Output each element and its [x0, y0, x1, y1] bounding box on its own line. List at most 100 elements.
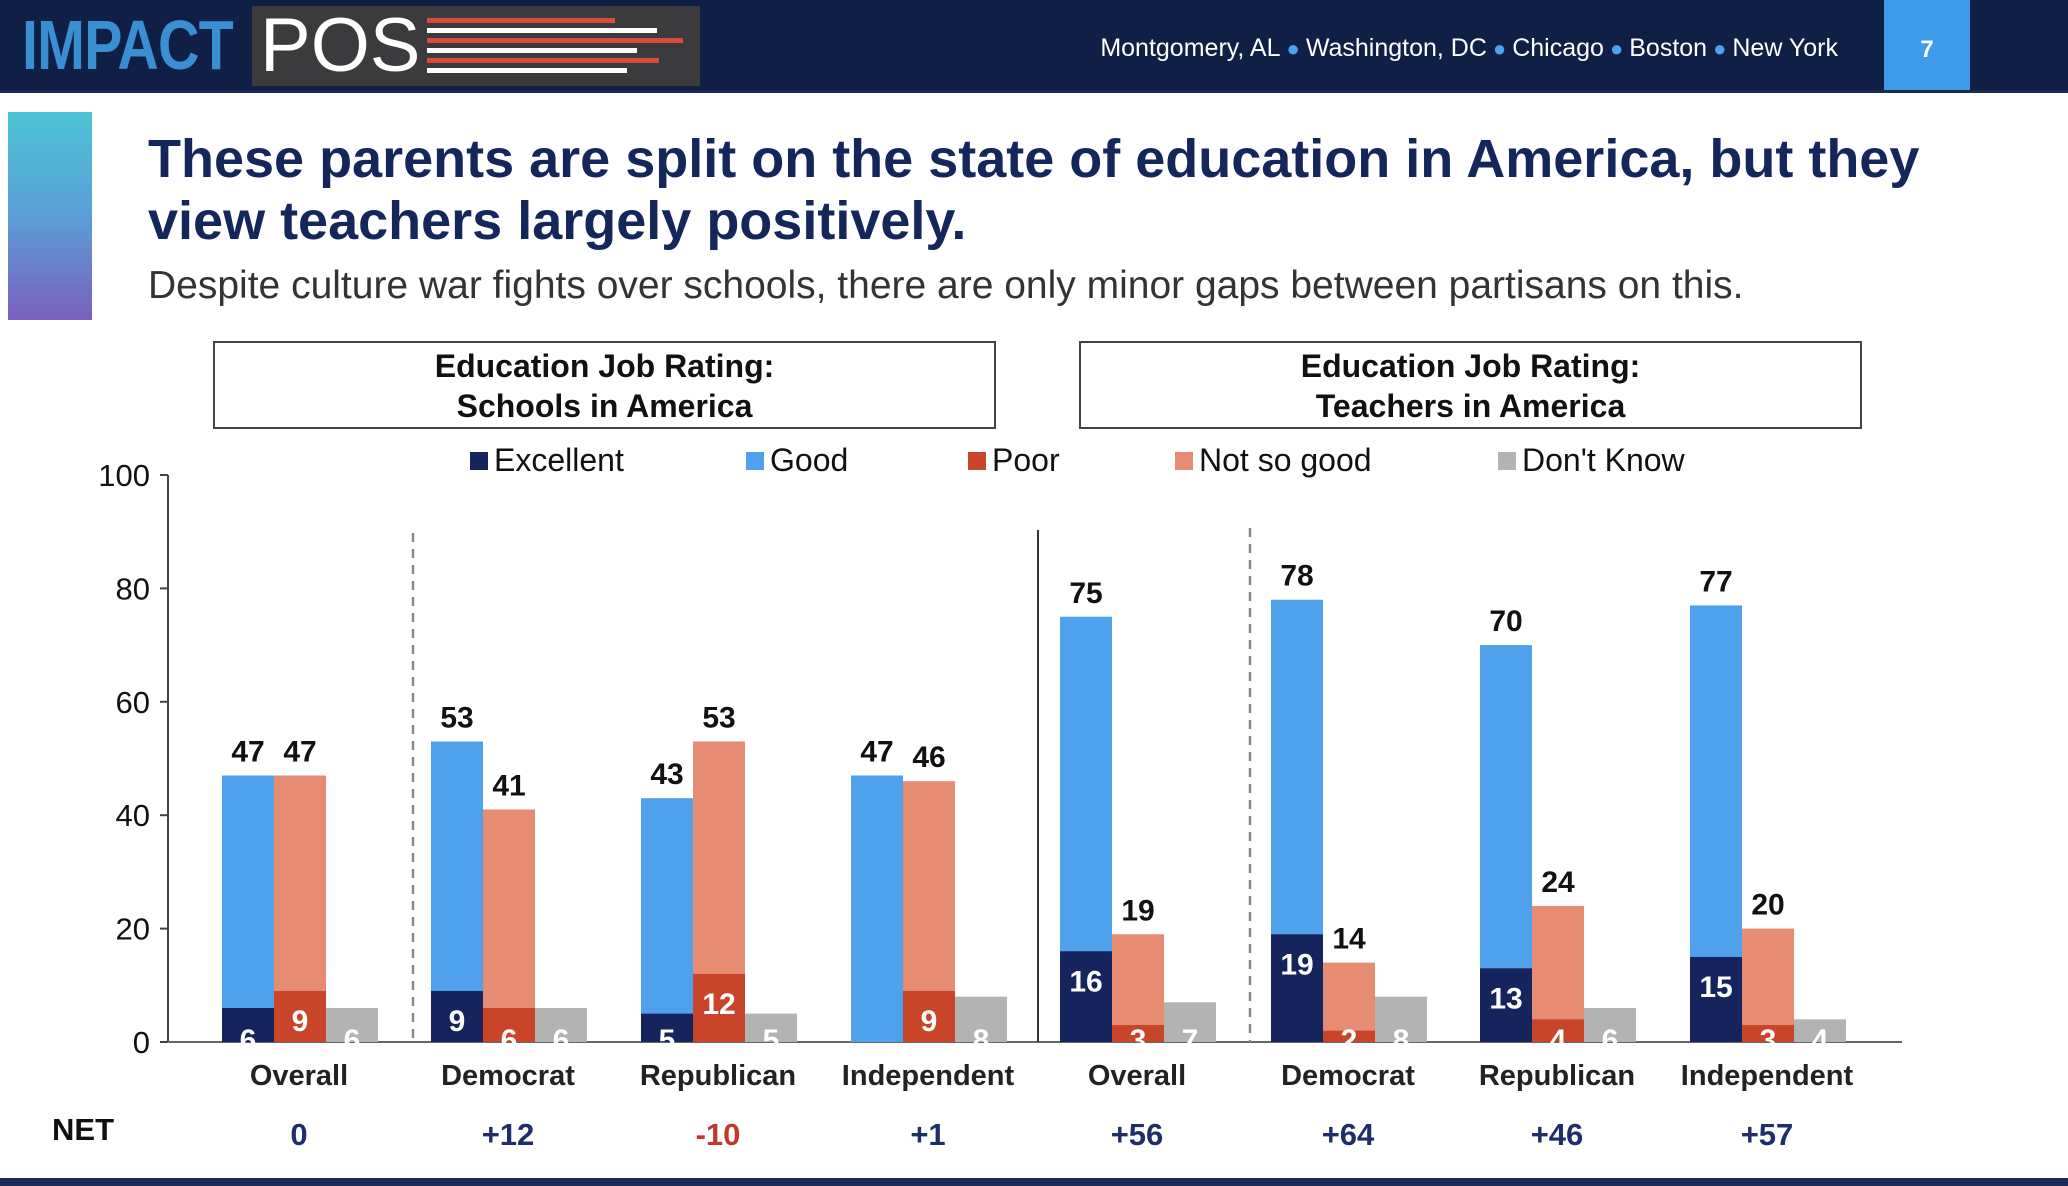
bar-excellent	[431, 990, 483, 1042]
logo-pos: POS	[260, 3, 421, 88]
net-value: +12	[482, 1117, 535, 1152]
panel-header-line: Teachers in America	[1315, 388, 1626, 424]
data-label-good-total: 78	[1280, 560, 1313, 593]
legend-label: Don't Know	[1522, 442, 1685, 478]
data-label-poor: 2	[1341, 1024, 1358, 1057]
data-label-poor: 4	[1550, 1024, 1567, 1057]
panel-header-line: Schools in America	[456, 388, 753, 424]
bar-poor	[483, 1007, 535, 1042]
data-label-good-total: 70	[1489, 605, 1522, 638]
data-label-poor: 6	[501, 1024, 518, 1057]
data-label-poor: 9	[921, 1005, 938, 1038]
bar-dont-know	[1375, 996, 1427, 1042]
net-value: +46	[1531, 1117, 1584, 1152]
x-category-label: Independent	[842, 1060, 1015, 1092]
slide-subtitle: Despite culture war fights over schools,…	[148, 264, 1744, 307]
legend-item-excellent: Excellent	[470, 442, 624, 479]
y-tick-label: 80	[116, 571, 150, 606]
data-label-good-total: 43	[650, 758, 683, 791]
x-category-label: Independent	[1681, 1060, 1854, 1092]
bar-good	[851, 775, 903, 1042]
bar-good	[641, 798, 693, 1042]
net-value: +56	[1111, 1117, 1164, 1152]
y-tick-label: 20	[116, 912, 150, 947]
data-label-excellent: 19	[1280, 948, 1313, 981]
city-name: Montgomery, AL	[1100, 34, 1281, 62]
data-label-not-so-good-total: 47	[283, 736, 316, 769]
legend-swatch	[470, 452, 488, 470]
legend-swatch	[968, 452, 986, 470]
panel-header-line: Education Job Rating:	[1300, 348, 1641, 384]
data-label-not-so-good-total: 14	[1332, 923, 1366, 956]
legend-item-good: Good	[746, 442, 848, 479]
y-tick-label: 0	[133, 1025, 150, 1060]
net-value: -10	[696, 1117, 741, 1152]
data-label-dont-know: 8	[973, 1024, 990, 1057]
data-label-not-so-good-total: 41	[492, 770, 525, 803]
data-label-good-total: 77	[1699, 565, 1732, 598]
data-label-not-so-good-total: 24	[1541, 866, 1575, 899]
bar-dont-know	[1164, 1002, 1216, 1042]
data-label-not-so-good-total: 19	[1121, 894, 1154, 927]
x-category-label: Overall	[250, 1060, 348, 1092]
accent-bar	[8, 112, 92, 320]
net-value: 0	[290, 1117, 307, 1152]
data-label-good-total: 47	[231, 736, 264, 769]
bar-dont-know	[326, 1007, 378, 1042]
x-category-label: Democrat	[441, 1060, 575, 1092]
x-category-label: Overall	[1088, 1060, 1186, 1092]
data-label-excellent: 6	[240, 1024, 257, 1057]
data-label-dont-know: 6	[1602, 1024, 1619, 1057]
bar-poor	[1532, 1019, 1584, 1042]
panel-header-line: Education Job Rating:	[434, 348, 775, 384]
data-label-poor: 3	[1130, 1024, 1147, 1057]
data-label-poor: 12	[702, 988, 735, 1021]
bar-excellent	[222, 1007, 274, 1042]
data-label-dont-know: 8	[1393, 1024, 1410, 1057]
bar-poor	[1323, 1030, 1375, 1042]
bar-not-so-good	[1742, 928, 1794, 1042]
net-label: NET	[52, 1112, 114, 1147]
bar-not-so-good	[1112, 934, 1164, 1042]
y-tick-label: 100	[98, 458, 150, 493]
bar-dont-know	[1584, 1007, 1636, 1042]
bullet-icon: ●	[1713, 36, 1727, 61]
legend-swatch	[1498, 452, 1516, 470]
logo-impact: IMPACT	[22, 6, 234, 84]
bar-poor	[1742, 1024, 1794, 1042]
bar-excellent	[1480, 968, 1532, 1042]
x-category-label: Republican	[640, 1060, 796, 1092]
data-label-excellent: 5	[659, 1024, 676, 1057]
data-label-poor: 9	[292, 1005, 309, 1038]
legend-label: Good	[770, 442, 849, 478]
slide-title: These parents are split on the state of …	[148, 129, 1920, 251]
y-tick-label: 40	[116, 798, 150, 833]
bar-dont-know	[955, 996, 1007, 1042]
data-label-good-total: 75	[1069, 577, 1102, 610]
data-label-excellent: 9	[449, 1005, 466, 1038]
legend-item-poor: Poor	[968, 442, 1060, 479]
legend-label: Not so good	[1199, 442, 1372, 478]
bar-excellent	[1060, 951, 1112, 1042]
top-bar: IMPACT POS Montgomery, AL ● Washington, DC…	[0, 0, 2068, 93]
city-name: New York	[1732, 34, 1838, 62]
bar-poor	[274, 990, 326, 1042]
data-label-good-total: 47	[860, 736, 893, 769]
net-value: +1	[910, 1117, 945, 1152]
data-label-dont-know: 6	[553, 1024, 570, 1057]
data-label-excellent: 16	[1069, 965, 1102, 998]
data-label-dont-know: 4	[1812, 1024, 1829, 1057]
data-label-dont-know: 6	[344, 1024, 361, 1057]
city-name: Boston	[1629, 34, 1708, 62]
legend-swatch	[1175, 452, 1193, 470]
bar-excellent	[1271, 934, 1323, 1042]
net-value: +64	[1322, 1117, 1375, 1152]
legend-label: Excellent	[494, 442, 624, 478]
data-label-dont-know: 5	[763, 1024, 780, 1057]
bottom-bar	[0, 1178, 2068, 1186]
data-label-not-so-good-total: 46	[912, 741, 945, 774]
logo-lines-graphic	[427, 18, 683, 73]
page-number: 7	[1884, 0, 1970, 90]
legend-swatch	[746, 452, 764, 470]
